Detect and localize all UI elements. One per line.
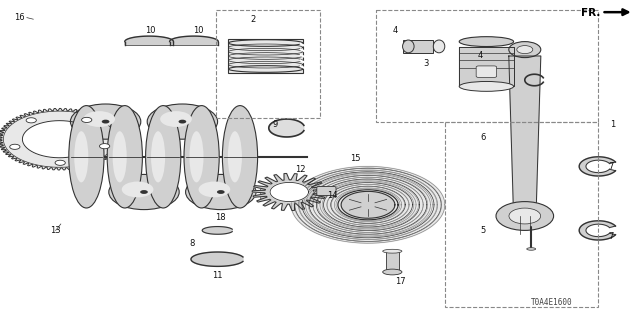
Ellipse shape: [69, 106, 104, 208]
Circle shape: [179, 120, 186, 124]
Polygon shape: [125, 36, 173, 45]
Ellipse shape: [460, 82, 514, 91]
Polygon shape: [270, 182, 308, 202]
FancyBboxPatch shape: [476, 66, 497, 77]
Circle shape: [26, 118, 36, 123]
Circle shape: [70, 104, 141, 139]
Circle shape: [509, 208, 541, 224]
Circle shape: [509, 42, 541, 58]
Circle shape: [82, 117, 92, 123]
Text: 10: 10: [193, 26, 204, 35]
Polygon shape: [460, 46, 514, 86]
Circle shape: [99, 144, 109, 149]
Text: 6: 6: [481, 133, 486, 142]
Circle shape: [140, 190, 148, 194]
Circle shape: [10, 144, 20, 149]
Ellipse shape: [146, 106, 180, 208]
Polygon shape: [291, 166, 445, 243]
Circle shape: [517, 46, 532, 53]
Ellipse shape: [403, 40, 414, 53]
Circle shape: [102, 120, 109, 124]
Text: 3: 3: [423, 60, 428, 68]
Ellipse shape: [74, 131, 88, 182]
Ellipse shape: [527, 248, 536, 250]
FancyBboxPatch shape: [228, 39, 303, 73]
Polygon shape: [341, 191, 395, 218]
Text: 2: 2: [250, 15, 255, 24]
Text: 5: 5: [481, 226, 486, 235]
Circle shape: [147, 104, 218, 139]
Ellipse shape: [223, 106, 258, 208]
Circle shape: [109, 174, 179, 210]
Polygon shape: [252, 173, 326, 211]
Ellipse shape: [460, 37, 514, 46]
FancyBboxPatch shape: [386, 251, 399, 270]
Text: 8: 8: [189, 239, 195, 248]
Circle shape: [122, 181, 154, 197]
FancyBboxPatch shape: [317, 187, 336, 196]
Text: 7: 7: [609, 232, 614, 241]
Polygon shape: [269, 119, 304, 137]
Text: 16: 16: [14, 13, 24, 22]
Circle shape: [160, 111, 192, 127]
Polygon shape: [170, 36, 218, 45]
Text: 13: 13: [51, 226, 61, 235]
FancyBboxPatch shape: [260, 186, 283, 198]
Text: 17: 17: [395, 277, 405, 286]
Text: 15: 15: [350, 154, 360, 163]
Ellipse shape: [433, 40, 445, 53]
Text: 9: 9: [273, 120, 278, 129]
Ellipse shape: [108, 106, 143, 208]
Ellipse shape: [189, 131, 204, 182]
Ellipse shape: [228, 131, 242, 182]
Polygon shape: [0, 109, 119, 169]
Polygon shape: [579, 157, 616, 176]
Ellipse shape: [383, 249, 402, 253]
FancyBboxPatch shape: [403, 40, 433, 53]
Text: FR.: FR.: [581, 8, 600, 18]
Circle shape: [217, 190, 225, 194]
Circle shape: [55, 160, 65, 165]
Text: 4: 4: [477, 52, 483, 60]
Ellipse shape: [151, 131, 165, 182]
Circle shape: [83, 111, 115, 127]
Circle shape: [186, 174, 256, 210]
Text: T0A4E1600: T0A4E1600: [531, 298, 573, 307]
Polygon shape: [22, 121, 97, 158]
Polygon shape: [509, 56, 541, 216]
Text: 7: 7: [609, 162, 614, 171]
Polygon shape: [579, 221, 616, 240]
Circle shape: [496, 202, 554, 230]
Text: 18: 18: [216, 213, 226, 222]
Ellipse shape: [184, 106, 219, 208]
Text: 1: 1: [611, 120, 616, 129]
Ellipse shape: [113, 131, 127, 182]
Polygon shape: [191, 252, 243, 266]
Text: 14: 14: [328, 191, 338, 200]
Ellipse shape: [383, 269, 402, 275]
Text: 12: 12: [296, 165, 306, 174]
Circle shape: [198, 181, 230, 197]
Text: 11: 11: [212, 271, 223, 280]
Text: 4: 4: [392, 26, 397, 35]
Polygon shape: [202, 227, 232, 234]
Text: 10: 10: [145, 26, 156, 35]
